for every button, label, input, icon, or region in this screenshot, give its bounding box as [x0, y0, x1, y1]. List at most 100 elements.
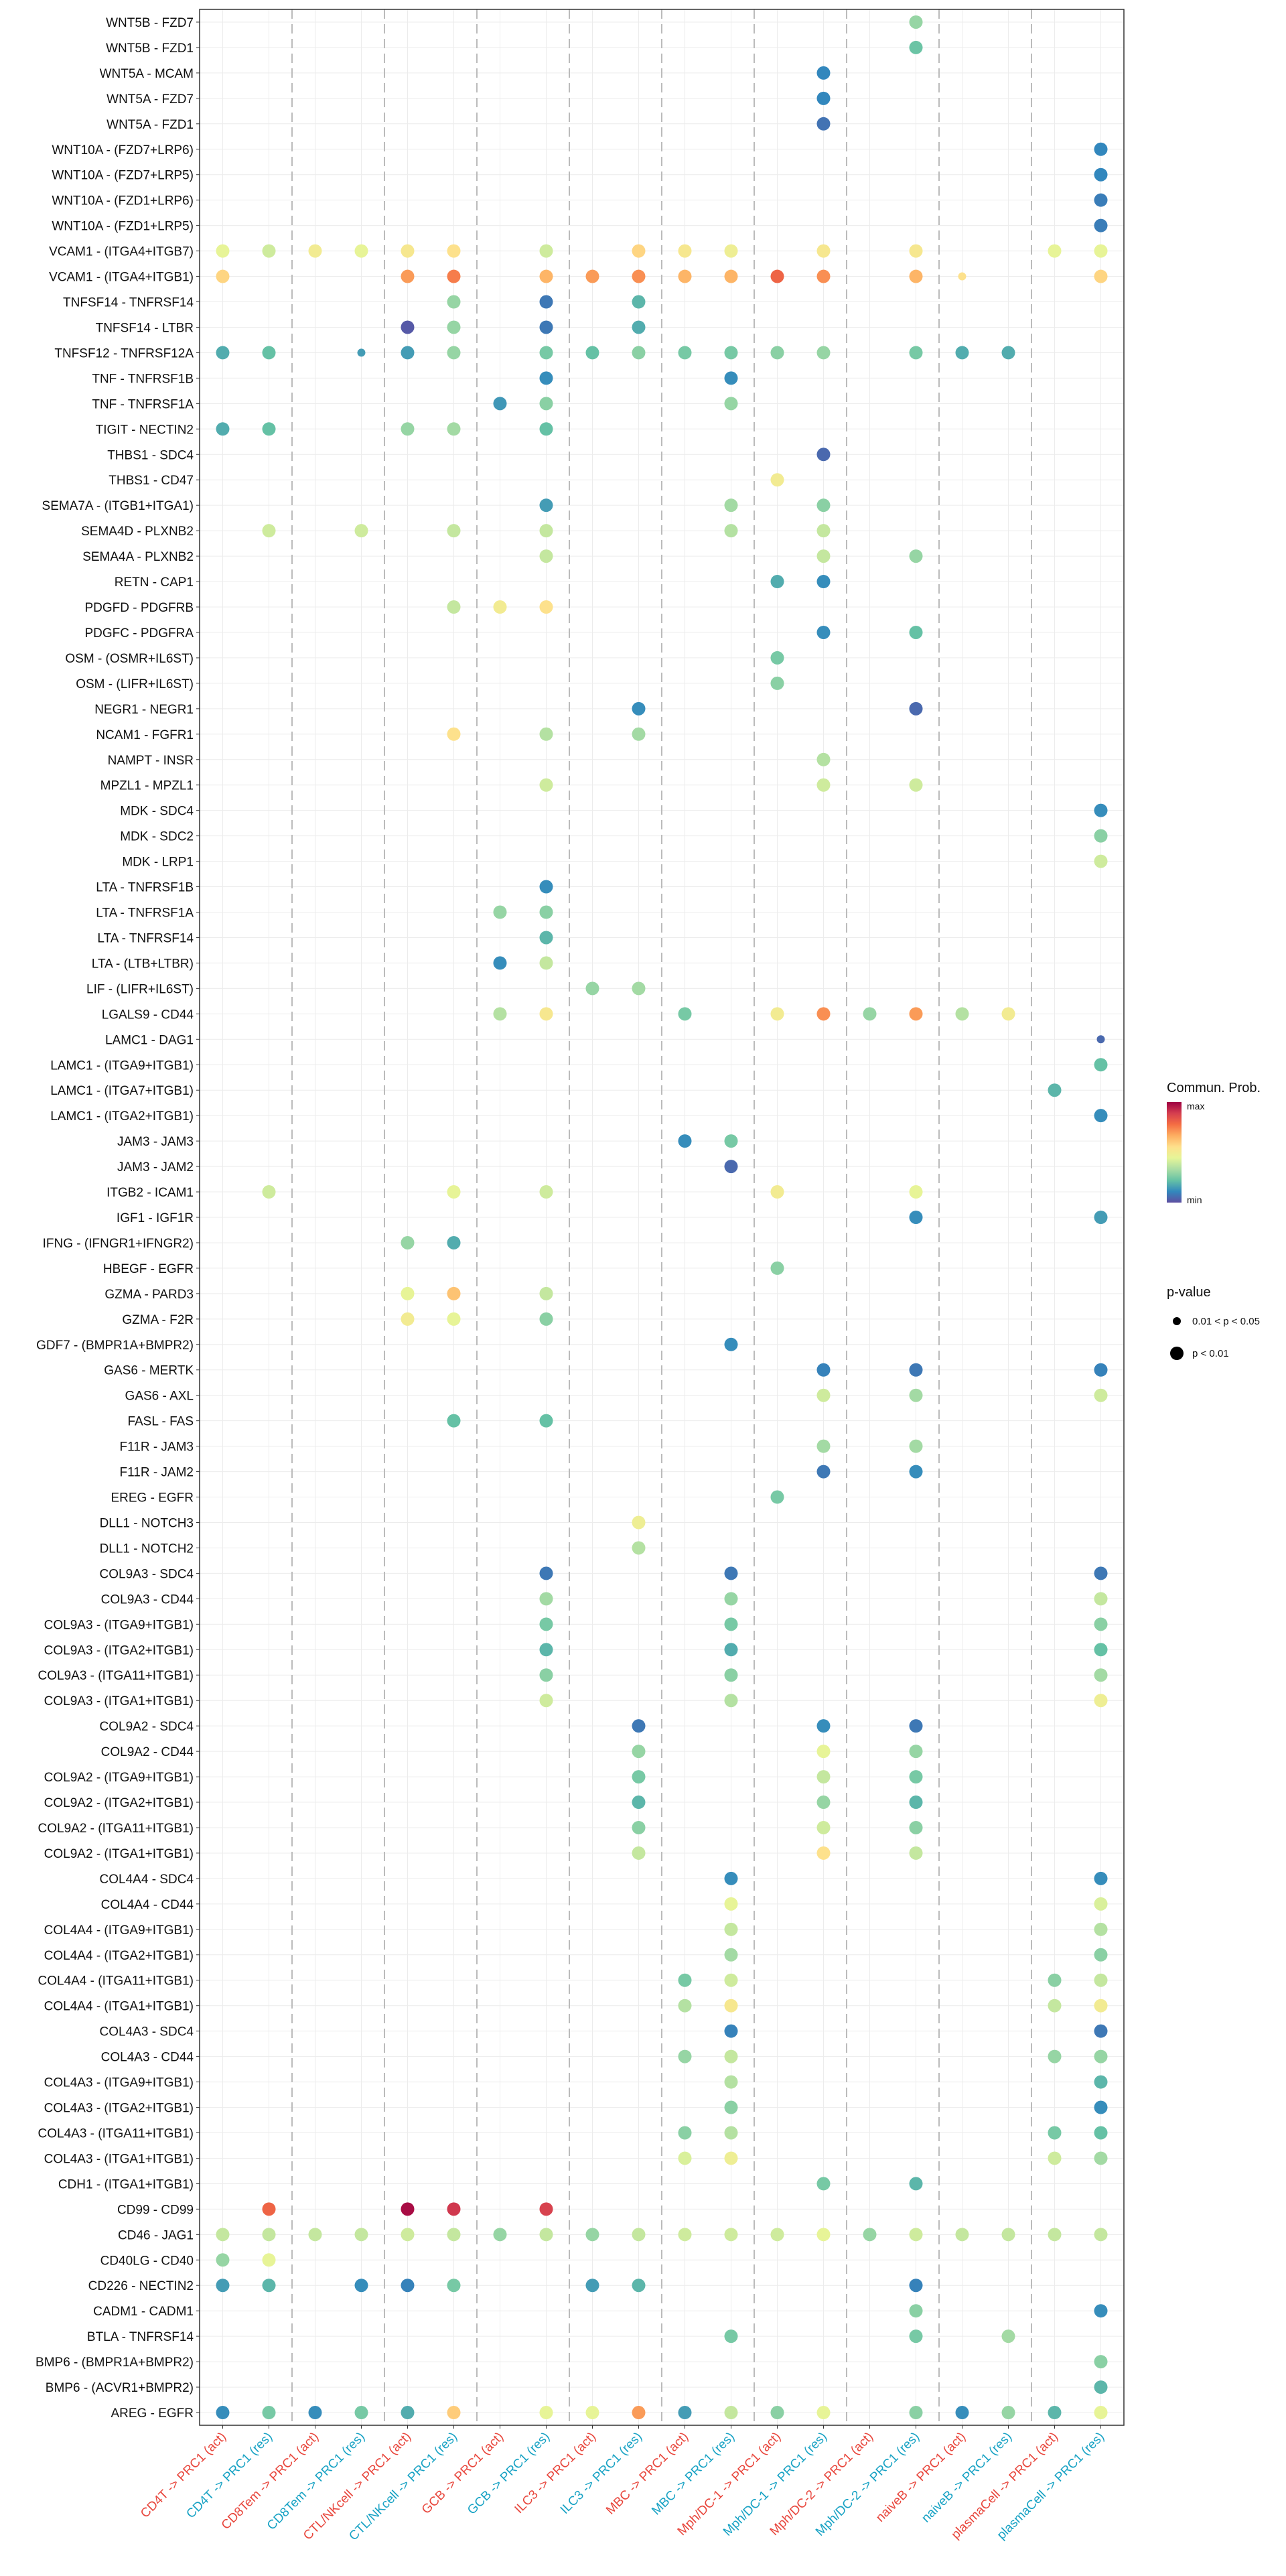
y-tick-label-lamc1-itga7-itgb1: LAMC1 - (ITGA7+ITGB1)	[50, 1084, 194, 1098]
data-point-cd226-nectin2-cd4t-prc1-res	[262, 2279, 276, 2293]
data-point-cd226-nectin2-ctl-nkcell-prc1-res	[447, 2279, 461, 2293]
data-point-bmp6-bmpr1a-bmpr2-plasmacell-prc1-res	[1094, 2355, 1108, 2369]
data-point-areg-egfr-ilc3-prc1-act	[585, 2406, 599, 2420]
data-point-vcam1-itga4-itgb7-plasmacell-prc1-res	[1094, 244, 1108, 258]
data-point-lgals9-cd44-gcb-prc1-act	[493, 1007, 507, 1021]
data-point-hbegf-egfr-mph-dc-1-prc1-act	[770, 1261, 784, 1275]
y-tick-label-jam3-jam3: JAM3 - JAM3	[117, 1135, 194, 1149]
legend-color-bar	[1167, 1102, 1182, 1203]
data-point-ncam1-fgfr1-ilc3-prc1-res	[632, 727, 646, 741]
data-point-areg-egfr-cd8tem-prc1-act	[308, 2406, 322, 2420]
data-point-tigit-nectin2-gcb-prc1-res	[539, 422, 553, 436]
data-point-itgb2-icam1-gcb-prc1-res	[539, 1185, 553, 1199]
data-point-col9a2-itga2-itgb1-mph-dc-2-prc1-res	[909, 1795, 923, 1810]
data-point-f11r-jam2-mph-dc-1-prc1-res	[816, 1465, 831, 1479]
y-tick-label-lif-lifr-il6st: LIF - (LIFR+IL6ST)	[86, 982, 194, 996]
data-point-vcam1-itga4-itgb7-mbc-prc1-act	[678, 244, 692, 258]
y-tick-label-col4a4-sdc4: COL4A4 - SDC4	[100, 1873, 194, 1887]
y-tick-label-wnt5b-fzd1: WNT5B - FZD1	[106, 42, 194, 56]
data-point-cd46-jag1-ilc3-prc1-act	[585, 2228, 599, 2242]
data-point-sema4d-plxnb2-cd4t-prc1-res	[262, 524, 276, 538]
data-point-col4a3-itga2-itgb1-mbc-prc1-res	[724, 2100, 738, 2114]
y-tick-label-negr1-negr1: NEGR1 - NEGR1	[94, 703, 194, 717]
data-point-jam3-jam3-mbc-prc1-res	[724, 1134, 738, 1148]
data-point-vcam1-itga4-itgb1-ctl-nkcell-prc1-res	[447, 269, 461, 283]
data-point-vcam1-itga4-itgb1-ilc3-prc1-res	[632, 269, 646, 283]
data-point-tigit-nectin2-cd4t-prc1-act	[216, 422, 230, 436]
data-point-wnt10a-fzd7-lrp6-plasmacell-prc1-res	[1094, 142, 1108, 156]
data-point-lgals9-cd44-mph-dc-1-prc1-res	[816, 1007, 831, 1021]
y-tick-label-tnfsf14-ltbr: TNFSF14 - LTBR	[96, 321, 194, 335]
data-point-wnt5b-fzd7-mph-dc-2-prc1-res	[909, 15, 923, 29]
x-tick-label-ilc3-prc1-act: ILC3 -> PRC1 (act)	[512, 2430, 599, 2516]
data-point-cd46-jag1-ctl-nkcell-prc1-res	[447, 2228, 461, 2242]
y-tick-label-gdf7-bmpr1a-bmpr2: GDF7 - (BMPR1A+BMPR2)	[36, 1339, 194, 1353]
data-point-areg-egfr-mbc-prc1-res	[724, 2406, 738, 2420]
y-tick-label-col9a2-cd44: COL9A2 - CD44	[101, 1745, 194, 1759]
data-point-mpzl1-mpzl1-mph-dc-1-prc1-res	[816, 778, 831, 792]
data-point-itgb2-icam1-mph-dc-2-prc1-res	[909, 1185, 923, 1199]
data-point-tnfsf12-tnfrsf12a-cd4t-prc1-act	[216, 346, 230, 360]
data-point-cd46-jag1-cd4t-prc1-act	[216, 2228, 230, 2242]
y-tick-label-btla-tnfrsf14: BTLA - TNFRSF14	[87, 2330, 194, 2344]
data-point-btla-tnfrsf14-naiveb-prc1-res	[1001, 2329, 1015, 2344]
y-tick-label-pdgfd-pdgfrb: PDGFD - PDGFRB	[84, 601, 194, 615]
y-tick-label-lta-tnfrsf1a: LTA - TNFRSF1A	[96, 906, 194, 921]
legend-size-small-dot	[1173, 1317, 1181, 1325]
y-tick-label-col4a4-itga9-itgb1: COL4A4 - (ITGA9+ITGB1)	[44, 1923, 194, 1938]
data-point-gas6-mertk-mph-dc-2-prc1-res	[909, 1363, 923, 1377]
data-point-tnfsf12-tnfrsf12a-ctl-nkcell-prc1-act	[401, 346, 415, 360]
data-point-cd226-nectin2-ilc3-prc1-act	[585, 2279, 599, 2293]
data-point-retn-cap1-mph-dc-1-prc1-res	[816, 575, 831, 589]
y-tick-label-ereg-egfr: EREG - EGFR	[111, 1491, 194, 1505]
data-point-cdh1-itga1-itgb1-mph-dc-1-prc1-res	[816, 2177, 831, 2191]
data-point-vcam1-itga4-itgb7-mph-dc-2-prc1-res	[909, 244, 923, 258]
data-point-col9a3-itga11-itgb1-plasmacell-prc1-res	[1094, 1668, 1108, 1682]
x-tick-label-naiveb-prc1-act: naiveB -> PRC1 (act)	[873, 2430, 969, 2525]
y-tick-label-wnt5a-mcam: WNT5A - MCAM	[100, 67, 194, 81]
data-point-tnf-tnfrsf1b-mbc-prc1-res	[724, 371, 738, 385]
data-point-gzma-f2r-gcb-prc1-res	[539, 1312, 553, 1326]
data-point-col4a3-sdc4-plasmacell-prc1-res	[1094, 2024, 1108, 2038]
data-point-lgals9-cd44-mph-dc-2-prc1-res	[909, 1007, 923, 1021]
data-point-wnt5a-fzd7-mph-dc-1-prc1-res	[816, 91, 831, 105]
data-point-negr1-negr1-mph-dc-2-prc1-res	[909, 701, 923, 716]
y-tick-label-cdh1-itga1-itgb1: CDH1 - (ITGA1+ITGB1)	[58, 2177, 194, 2191]
legend-size-small-label: 0.01 < p < 0.05	[1192, 1316, 1260, 1327]
y-tick-label-col9a3-itga9-itgb1: COL9A3 - (ITGA9+ITGB1)	[44, 1618, 194, 1632]
y-tick-label-col9a2-itga9-itgb1: COL9A2 - (ITGA9+ITGB1)	[44, 1771, 194, 1785]
y-tick-label-thbs1-cd47: THBS1 - CD47	[109, 474, 194, 488]
y-tick-label-col4a3-itga2-itgb1: COL4A3 - (ITGA2+ITGB1)	[44, 2102, 194, 2116]
y-tick-label-itgb2-icam1: ITGB2 - ICAM1	[106, 1186, 194, 1200]
data-point-lamc1-itga7-itgb1-plasmacell-prc1-act	[1048, 1083, 1062, 1097]
y-tick-label-wnt5a-fzd7: WNT5A - FZD7	[106, 92, 194, 107]
y-tick-label-mdk-sdc2: MDK - SDC2	[120, 830, 194, 844]
data-point-gzma-f2r-ctl-nkcell-prc1-act	[401, 1312, 415, 1326]
y-tick-label-lamc1-itga2-itgb1: LAMC1 - (ITGA2+ITGB1)	[50, 1109, 194, 1124]
data-point-cd99-cd99-ctl-nkcell-prc1-act	[401, 2202, 415, 2216]
data-point-vcam1-itga4-itgb1-mbc-prc1-res	[724, 269, 738, 283]
data-point-gzma-pard3-gcb-prc1-res	[539, 1286, 553, 1300]
data-point-lif-lifr-il6st-ilc3-prc1-act	[585, 981, 599, 996]
data-point-tnfsf12-tnfrsf12a-mbc-prc1-res	[724, 346, 738, 360]
data-point-mdk-sdc4-plasmacell-prc1-res	[1094, 803, 1108, 817]
data-point-jam3-jam3-mbc-prc1-act	[678, 1134, 692, 1148]
data-point-gas6-axl-plasmacell-prc1-res	[1094, 1388, 1108, 1402]
data-point-col4a3-cd44-mbc-prc1-act	[678, 2049, 692, 2063]
data-point-gzma-pard3-ctl-nkcell-prc1-res	[447, 1286, 461, 1300]
data-point-cd46-jag1-plasmacell-prc1-res	[1094, 2228, 1108, 2242]
data-point-ifng-ifngr1-ifngr2-ctl-nkcell-prc1-res	[447, 1235, 461, 1249]
data-point-cd99-cd99-cd4t-prc1-res	[262, 2202, 276, 2216]
y-tick-label-wnt5b-fzd7: WNT5B - FZD7	[106, 16, 194, 30]
data-point-col4a3-itga9-itgb1-mbc-prc1-res	[724, 2075, 738, 2089]
data-point-tnfsf12-tnfrsf12a-naiveb-prc1-res	[1001, 346, 1015, 360]
data-point-col4a3-itga11-itgb1-plasmacell-prc1-act	[1048, 2126, 1062, 2140]
data-point-ereg-egfr-mph-dc-1-prc1-act	[770, 1490, 784, 1504]
data-point-wnt5a-fzd1-mph-dc-1-prc1-res	[816, 117, 831, 131]
y-tick-label-wnt10a-fzd1-lrp5: WNT10A - (FZD1+LRP5)	[52, 220, 194, 234]
data-point-cd226-nectin2-ilc3-prc1-res	[632, 2279, 646, 2293]
y-tick-label-tnfsf12-tnfrsf12a: TNFSF12 - TNFRSF12A	[54, 346, 194, 360]
y-tick-label-ncam1-fgfr1: NCAM1 - FGFR1	[96, 728, 194, 742]
data-point-tnfsf14-tnfrsf14-ilc3-prc1-res	[632, 295, 646, 309]
data-point-col9a2-cd44-ilc3-prc1-res	[632, 1745, 646, 1759]
